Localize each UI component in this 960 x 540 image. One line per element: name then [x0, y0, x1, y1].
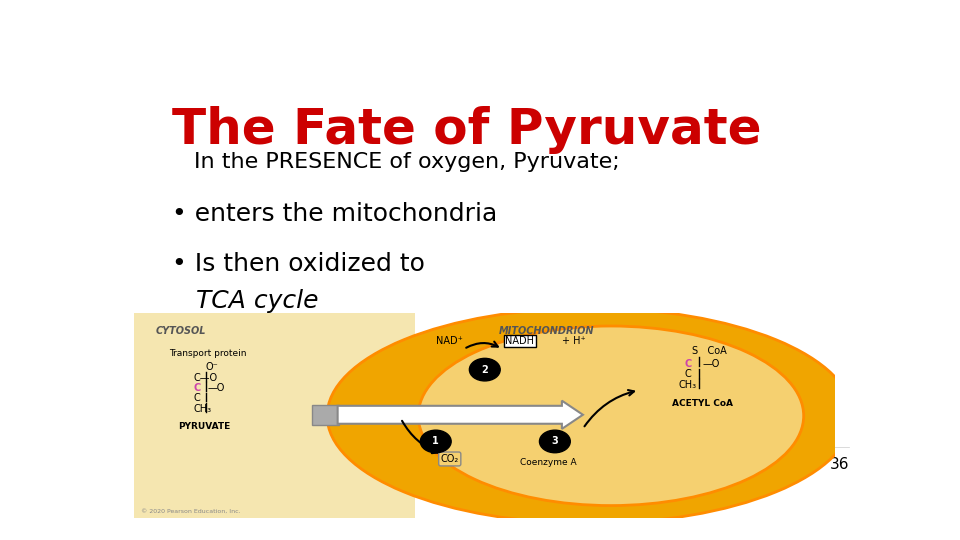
Text: Tuesday, November 24, 2020: Tuesday, November 24, 2020 — [134, 457, 359, 472]
Circle shape — [420, 430, 451, 453]
Text: CYTOSOL: CYTOSOL — [156, 326, 206, 336]
Text: • Is then oxidized to: • Is then oxidized to — [172, 252, 433, 276]
Text: The Fate of Pyruvate: The Fate of Pyruvate — [172, 106, 761, 154]
Text: —O: —O — [208, 383, 226, 393]
Text: • enters the mitochondria: • enters the mitochondria — [172, 202, 497, 226]
Text: In the PRESENCE of oxygen, Pyruvate;: In the PRESENCE of oxygen, Pyruvate; — [194, 152, 620, 172]
Text: Coenzyme A: Coenzyme A — [519, 457, 576, 467]
FancyArrow shape — [338, 401, 583, 429]
Text: C—O: C—O — [194, 373, 218, 383]
Text: C: C — [194, 383, 202, 393]
Text: 3: 3 — [551, 436, 559, 447]
Text: TCA cycle: TCA cycle — [172, 289, 319, 313]
Text: 2: 2 — [481, 364, 489, 375]
Text: + H⁺: + H⁺ — [562, 336, 586, 346]
Text: ACETYL CoA: ACETYL CoA — [672, 399, 732, 408]
Text: 36: 36 — [829, 457, 849, 472]
FancyBboxPatch shape — [134, 313, 415, 518]
Text: PYRUVATE: PYRUVATE — [179, 422, 230, 430]
Text: NAD⁺: NAD⁺ — [437, 336, 463, 346]
Text: O⁻: O⁻ — [205, 362, 218, 372]
Text: —O: —O — [702, 359, 719, 369]
FancyArrowPatch shape — [467, 342, 498, 348]
Circle shape — [469, 359, 500, 381]
Text: CH₃: CH₃ — [679, 380, 697, 389]
Text: C: C — [194, 394, 201, 403]
FancyArrowPatch shape — [402, 421, 438, 453]
Text: C: C — [684, 359, 691, 369]
Text: 1: 1 — [432, 436, 439, 447]
Circle shape — [540, 430, 570, 453]
Text: CH₃: CH₃ — [194, 404, 212, 414]
Text: MITOCHONDRION: MITOCHONDRION — [499, 326, 594, 336]
Text: C: C — [684, 369, 691, 379]
Text: NADH: NADH — [505, 336, 535, 346]
Text: S   CoA: S CoA — [692, 346, 727, 356]
Ellipse shape — [419, 326, 804, 505]
FancyArrowPatch shape — [585, 390, 634, 427]
Text: CO₂: CO₂ — [441, 454, 459, 464]
FancyBboxPatch shape — [312, 404, 339, 424]
Text: Transport protein: Transport protein — [169, 349, 247, 358]
Ellipse shape — [327, 308, 852, 524]
Text: Almoeiz Yousif: Almoeiz Yousif — [438, 457, 546, 472]
Text: © 2020 Pearson Education, Inc.: © 2020 Pearson Education, Inc. — [141, 508, 241, 513]
